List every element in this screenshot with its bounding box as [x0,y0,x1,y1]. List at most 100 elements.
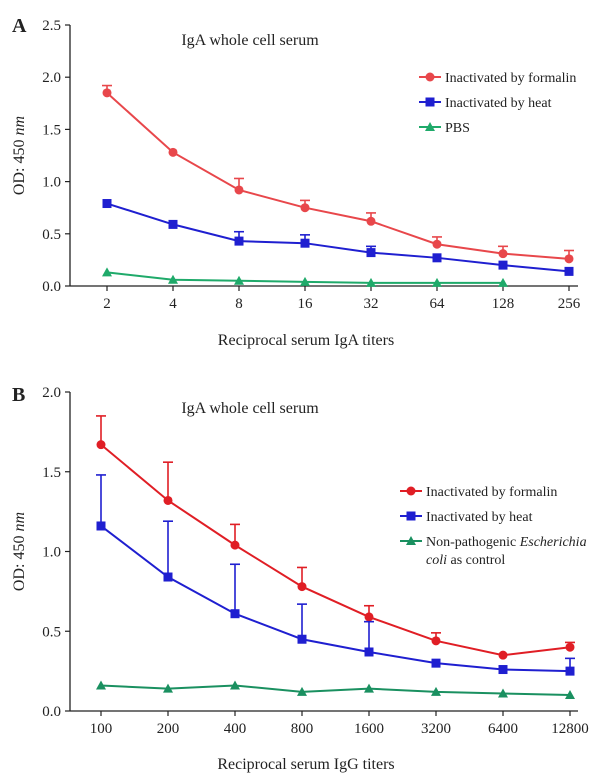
y-tick-label: 0.5 [42,227,61,243]
legend-item: Inactivated by formalin [400,485,557,500]
data-point [300,203,310,213]
series-line [106,92,570,260]
legend-item: Inactivated by heat [419,96,552,111]
data-point [102,199,112,209]
y-axis-label: OD: 450 nm [11,512,28,591]
data-point [364,647,374,657]
data-point [300,276,310,286]
data-point [230,609,240,619]
x-tick-label: 8 [235,296,243,312]
legend-label: Inactivated by formalin [426,485,557,500]
legend-item: Inactivated by formalin [419,71,576,86]
data-point [364,612,374,622]
legend-marker [425,122,435,131]
legend-label: Non-pathogenic Escherichia coli as contro… [426,535,587,568]
data-point [431,686,441,696]
x-tick-label: 128 [492,296,515,312]
data-point [168,274,178,284]
series-2 [96,474,575,676]
data-point [96,521,106,531]
data-point [431,658,441,668]
data-point [297,582,307,592]
data-point [102,267,112,277]
x-tick-label: 100 [90,721,113,737]
legend-marker [406,536,416,545]
legend-marker [406,511,416,521]
x-axis-label: Reciprocal serum IgA titers [218,332,394,349]
legend-marker [406,486,416,496]
series-3 [102,267,508,287]
data-point [168,147,178,157]
legend-label: Inactivated by formalin [445,71,576,86]
chart-b-plot: 0.0 0.5 1.0 1.5 2.0 100 200 400 800 1600 3200 6400 1… [11,385,589,773]
legend-label-part: Escherichia [519,535,587,550]
chart-a-plot: 0.0 0.5 1.0 1.5 2.0 2.5 2 4 8 16 32 64 128 256 IgA who… [11,18,581,349]
data-point [163,683,173,693]
panel-b-letter: B [12,384,25,406]
series-3 [96,680,575,700]
series-line [100,684,571,697]
y-tick-label: 1.0 [42,545,61,561]
y-tick-label: 2.5 [42,18,61,34]
data-point [432,277,442,287]
data-point [498,650,508,660]
panel-a-letter: A [12,15,27,37]
y-axis-label: OD: 450 nm [11,116,28,195]
x-tick-label: 3200 [421,721,451,737]
data-point [498,277,508,287]
data-point [230,680,240,690]
x-tick-label: 64 [430,296,446,312]
legend-label-part: Non-pathogenic [426,535,520,550]
y-axis-label-unit: nm [11,512,28,532]
x-axis-label: Reciprocal serum IgG titers [217,756,394,773]
y-axis-label-unit: nm [11,116,28,136]
x-tick-label: 200 [157,721,180,737]
data-point [366,248,376,258]
data-point [565,666,575,676]
series-1 [96,415,575,660]
data-point [297,686,307,696]
x-tick-label: 1600 [354,721,384,737]
data-point [297,634,307,644]
x-tick-label: 16 [298,296,314,312]
data-point [234,275,244,285]
x-tick-label: 4 [169,296,177,312]
legend-marker [425,72,435,82]
x-tick-label: 32 [364,296,379,312]
y-tick-label: 0.0 [42,704,61,720]
data-point [498,249,508,259]
data-point [300,238,310,248]
y-axis-label-prefix: OD: 450 [11,136,28,196]
data-point [102,88,112,98]
panel-a: A 0.0 0.5 1.0 1.5 2.0 2.5 2 4 8 16 32 64 128 256 IgA w… [11,15,581,349]
data-point [498,688,508,698]
data-point [366,216,376,226]
data-point [234,185,244,195]
y-tick-label: 1.5 [42,122,61,138]
data-point [565,642,575,652]
series-line [106,202,570,273]
data-point [234,236,244,246]
legend-label-part: coli [426,553,447,568]
x-tick-label: 400 [224,721,247,737]
legend-label-part: as control [447,553,505,568]
data-point [498,665,508,675]
x-tick-label: 12800 [551,721,589,737]
x-tick-label: 2 [103,296,111,312]
series-1 [102,84,574,264]
legend-item: Non-pathogenic Escherichia coli as contro… [400,535,587,568]
legend-marker [425,97,435,107]
legend-label: Inactivated by heat [445,96,552,111]
data-point [168,219,178,229]
data-point [364,683,374,693]
data-point [96,440,106,450]
legend-item: PBS [419,121,470,136]
chart-title: IgA whole cell serum [181,400,319,417]
data-point [163,572,173,582]
y-tick-label: 1.0 [42,175,61,191]
y-tick-label: 0.0 [42,279,61,295]
data-point [163,495,173,505]
data-point [564,254,574,264]
panel-b: B 0.0 0.5 1.0 1.5 2.0 100 200 400 800 1600 3200 640… [11,384,589,773]
series-2 [102,199,574,276]
